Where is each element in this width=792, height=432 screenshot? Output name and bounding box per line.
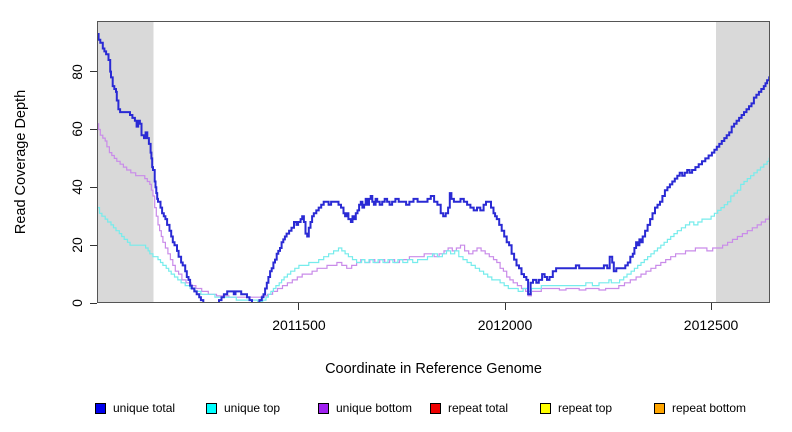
x-axis-tick [710, 303, 712, 310]
x-tick-label: 2011500 [272, 317, 326, 333]
x-axis-tick [504, 303, 506, 310]
y-axis-tick [90, 302, 97, 304]
shaded-repeat-region [97, 21, 154, 303]
legend-item-repeat-bottom: repeat bottom [654, 399, 746, 417]
legend-label: unique bottom [336, 401, 413, 415]
legend-label: repeat bottom [672, 401, 747, 415]
y-axis-tick [90, 186, 97, 188]
x-tick-label: 2012500 [683, 317, 739, 333]
legend-color-swatch [318, 402, 329, 414]
plot-area [97, 21, 770, 303]
legend-label: unique top [224, 401, 281, 415]
y-tick-label: 60 [69, 121, 85, 138]
series-unique-bottom [97, 123, 770, 298]
y-axis-title: Read Coverage Depth [13, 89, 29, 235]
legend-color-swatch [430, 402, 441, 414]
legend-color-swatch [654, 402, 665, 414]
x-tick-label: 2012000 [477, 317, 533, 333]
y-axis-tick [90, 244, 97, 246]
legend: unique total unique top unique bottom repea… [0, 399, 792, 419]
y-tick-label: 80 [69, 63, 85, 80]
legend-item-unique-bottom: unique bottom [318, 399, 412, 417]
legend-label: repeat total [448, 401, 509, 415]
plot-canvas [97, 21, 770, 303]
y-axis-tick [90, 71, 97, 73]
x-axis-title: Coordinate in Reference Genome [325, 361, 542, 377]
legend-item-unique-top: unique top [206, 399, 280, 417]
legend-item-repeat-total: repeat total [430, 399, 508, 417]
y-tick-label: 0 [69, 299, 85, 307]
series-unique-top [97, 157, 770, 303]
legend-label: unique total [113, 401, 176, 415]
legend-label: repeat top [558, 401, 613, 415]
legend-color-swatch [95, 402, 106, 414]
legend-item-unique-total: unique total [95, 399, 175, 417]
x-axis-tick [298, 303, 300, 310]
y-axis-tick [90, 128, 97, 130]
y-tick-label: 40 [69, 179, 85, 196]
shaded-repeat-region [716, 21, 770, 303]
plot-border [97, 21, 770, 303]
legend-item-repeat-top: repeat top [540, 399, 612, 417]
y-tick-label: 20 [69, 237, 85, 253]
legend-color-swatch [540, 402, 551, 414]
series-unique-total [97, 33, 770, 303]
legend-color-swatch [206, 402, 217, 414]
